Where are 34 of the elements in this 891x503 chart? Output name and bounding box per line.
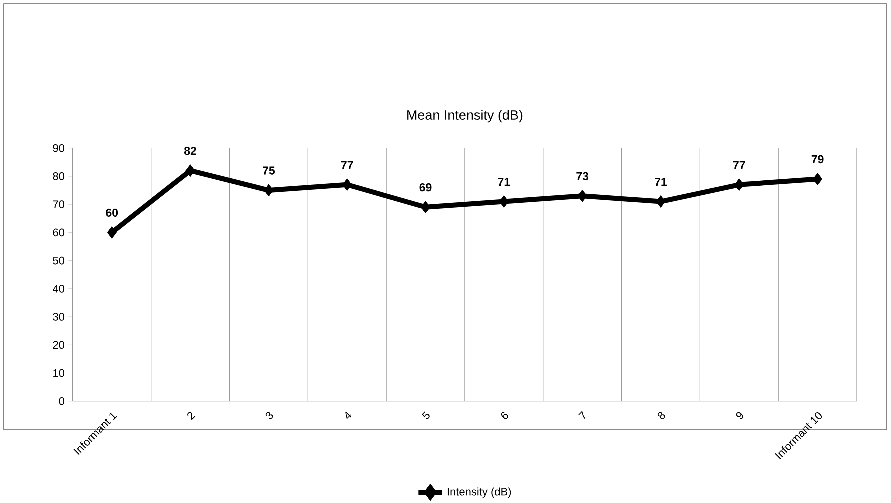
- y-tick-label: 40: [52, 285, 65, 293]
- y-tick-label: 0: [59, 398, 65, 406]
- x-tick-label: 5: [422, 412, 430, 420]
- data-label: 71: [498, 178, 510, 186]
- data-label: 69: [420, 184, 432, 192]
- x-tick-label: 3: [266, 412, 274, 420]
- y-tick-label: 90: [53, 144, 65, 152]
- legend-label: Intensity (dB): [448, 488, 512, 498]
- data-label: 71: [655, 178, 668, 186]
- chart-title: Mean Intensity (dB): [408, 110, 523, 123]
- x-tick-label: 7: [578, 411, 586, 420]
- point: [107, 226, 117, 239]
- point: [813, 173, 823, 186]
- x-tick-label: 9: [736, 412, 744, 420]
- x-tick-label: 4: [346, 412, 352, 420]
- data-label: 82: [184, 147, 196, 156]
- data-label: 77: [733, 161, 746, 170]
- x-tick-label: 6: [501, 412, 508, 420]
- point: [186, 164, 196, 178]
- x-tick-label: 8: [658, 412, 666, 420]
- data-label: 77: [341, 161, 354, 170]
- y-tick-label: 50: [53, 256, 65, 265]
- data-label: 79: [812, 155, 824, 164]
- y-tick-label: 10: [54, 369, 65, 378]
- x-tick-label: 2: [188, 412, 196, 420]
- y-tick-label: 80: [53, 172, 65, 180]
- data-label: 73: [576, 172, 589, 180]
- point: [342, 178, 352, 192]
- y-tick-label: 20: [53, 341, 65, 350]
- y-tick-label: 70: [53, 200, 65, 209]
- data-label: 60: [106, 208, 118, 218]
- y-tick-label: 60: [53, 228, 65, 237]
- data-label: 75: [263, 166, 276, 175]
- y-tick-label: 30: [53, 313, 65, 321]
